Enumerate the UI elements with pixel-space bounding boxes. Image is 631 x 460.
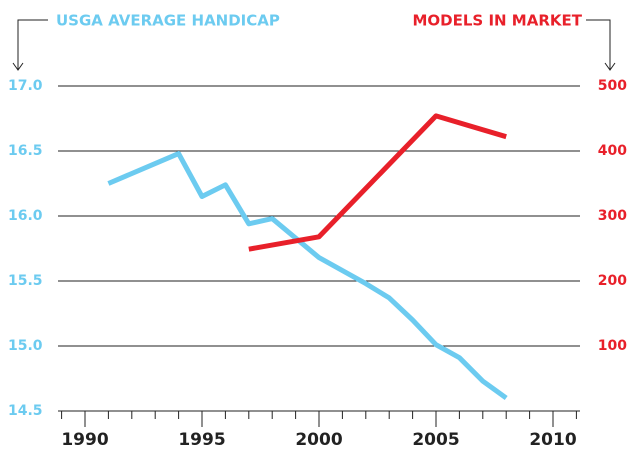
x-tick-label: 2005 bbox=[412, 430, 459, 450]
y2-tick-label: 500 bbox=[598, 78, 627, 94]
y-axis-title: USGA AVERAGE HANDICAP bbox=[56, 12, 280, 30]
y2-tick-label: 100 bbox=[598, 338, 627, 354]
y2-tick-label: 200 bbox=[598, 273, 627, 289]
x-tick-label: 1995 bbox=[178, 430, 225, 450]
y-tick-label: 15.0 bbox=[8, 338, 43, 354]
right-arrow bbox=[604, 62, 616, 71]
y-tick-label: 15.5 bbox=[8, 273, 43, 289]
header-brackets bbox=[12, 19, 616, 71]
left-arrow bbox=[12, 62, 24, 71]
series-line bbox=[248, 113, 507, 252]
y-tick-label: 16.5 bbox=[8, 143, 43, 159]
y2-tick-label: 300 bbox=[598, 208, 627, 224]
series-line bbox=[107, 151, 508, 401]
y-tick-label: 14.5 bbox=[8, 403, 43, 419]
right-bracket bbox=[586, 19, 611, 70]
left-bracket bbox=[17, 19, 48, 70]
y-tick-label: 17.0 bbox=[8, 78, 43, 94]
x-tick-label: 2000 bbox=[295, 430, 342, 450]
y2-axis-title: MODELS IN MARKET bbox=[412, 12, 582, 30]
x-tick-label: 1990 bbox=[61, 430, 108, 450]
x-tick-label: 2010 bbox=[529, 430, 576, 450]
y-tick-label: 16.0 bbox=[8, 208, 43, 224]
y2-tick-label: 400 bbox=[598, 143, 627, 159]
